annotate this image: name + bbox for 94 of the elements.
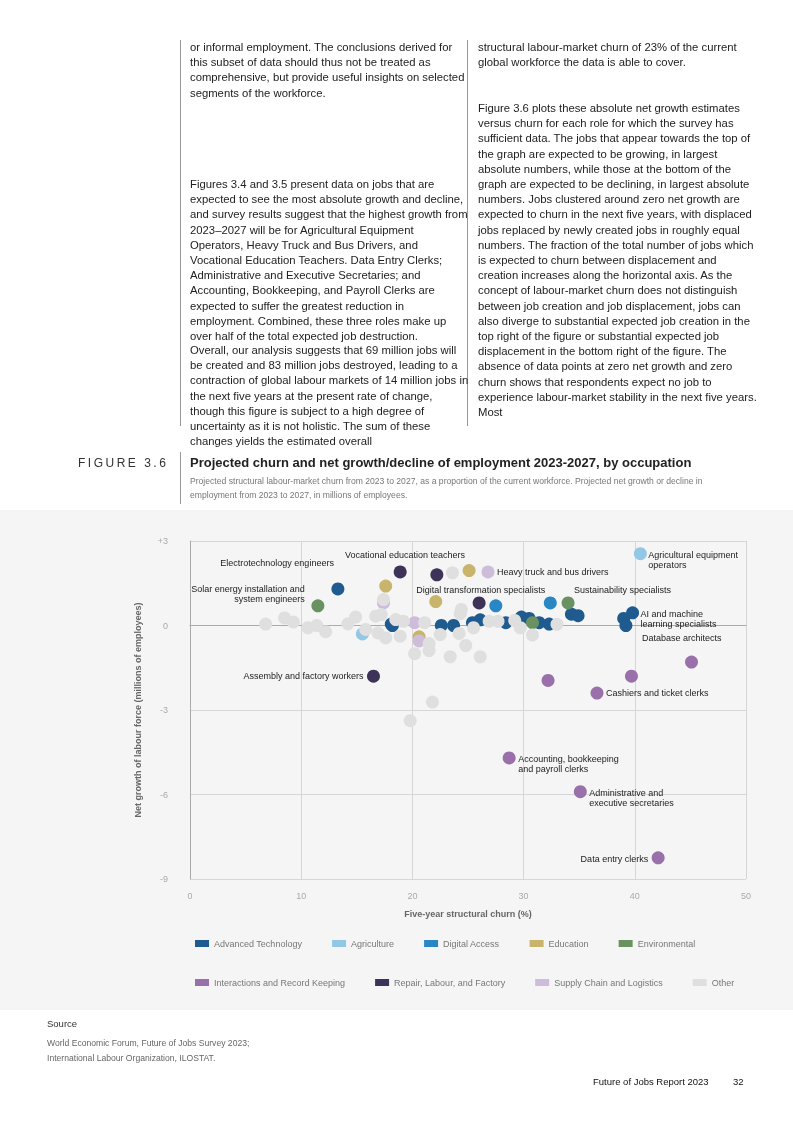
point (403, 714, 417, 728)
x-tick-label: 0 (187, 890, 193, 901)
legend-label: Agriculture (351, 938, 395, 949)
legend-label: Advanced Technology (214, 938, 303, 949)
point (619, 619, 633, 632)
x-tick-label: 20 (407, 890, 418, 901)
legend-label: Repair, Labour, and Factory (394, 977, 506, 988)
point (393, 629, 407, 643)
point (573, 785, 587, 799)
annotation: Sustainability specialists (574, 584, 672, 595)
point (286, 615, 300, 629)
point (626, 606, 640, 620)
point (429, 595, 443, 609)
point (445, 566, 459, 580)
point (430, 568, 444, 582)
point (571, 609, 585, 623)
point (331, 582, 345, 596)
point (452, 626, 466, 640)
x-tick-label: 50 (740, 890, 752, 901)
point (408, 647, 422, 661)
legend-label: Interactions and Record Keeping (214, 977, 346, 988)
point (349, 610, 363, 624)
text: Source (47, 1018, 78, 1029)
point (526, 616, 539, 630)
point (311, 599, 325, 613)
point (481, 565, 495, 579)
x-tick-label: 40 (629, 890, 640, 901)
point (418, 616, 432, 630)
point (366, 669, 380, 683)
annotation: Electrotechnology engineers (220, 557, 335, 568)
text: Future of Jobs Report 2023 (593, 1076, 709, 1087)
annotation: Solar energy installation and system engineers (191, 583, 306, 604)
x-axis-title: Five-year structural churn (%) (404, 908, 532, 919)
text: Figures 3.4 and 3.5 present data on jobs that are expected to see the most absolute growth and decline, and survey results suggest that the highest growth from 2023–2027 will be for Agricultural Equipment Operators, Heavy Truck and Bus Drivers, and Vocational Education Teachers. Data Entry Clerks; Administrative and Executive Secretaries; and Accounting, Bookkeeping, and Payroll Clerks are expected to suffer the greatest reduction in employment. Combined, these three roles make up over half of the total expected job destruction. (190, 178, 468, 343)
point (685, 655, 699, 669)
point (462, 564, 476, 578)
annotation: Accounting, bookkeeping and payroll clerks (518, 753, 619, 774)
annotation: AI and machine learning specialists (640, 608, 718, 629)
point (259, 617, 273, 631)
point (433, 628, 447, 642)
point (467, 621, 481, 635)
point (379, 631, 393, 645)
chart-title: Projected churn and net growth/decline of employment 2023-2027, by occupation (190, 455, 693, 470)
point (526, 628, 539, 642)
point (561, 596, 575, 610)
legend-label: Education (548, 938, 589, 949)
point (359, 622, 373, 636)
point (633, 547, 647, 561)
point (550, 617, 564, 631)
legend-label: Supply Chain and Logistics (554, 977, 664, 988)
annotation: Assembly and factory workers (243, 671, 364, 682)
y-tick-label: +3 (157, 536, 168, 546)
point (624, 669, 638, 683)
x-tick-label: 10 (296, 890, 307, 901)
point (590, 686, 604, 700)
text: World Economic Forum, Future of Jobs Survey 2023; International Labour Organization, ILOSTAT. (47, 1037, 251, 1065)
x-tick-label: 30 (518, 890, 529, 901)
point (541, 673, 555, 687)
point (319, 625, 333, 639)
point (502, 751, 516, 765)
legend-label: Digital Access (443, 938, 500, 949)
legend-label: Environmental (637, 938, 696, 949)
annotation: Heavy truck and bus drivers (497, 566, 610, 577)
annotation: Agricultural equipment operators (648, 549, 739, 570)
point (491, 614, 505, 628)
y-tick-label: -6 (159, 789, 168, 800)
text: Overall, our analysis suggests that 69 million jobs will be created and 83 million jobs destroyed, leading to a contraction of global labour markets of 14 million jobs in the next five years at the present rate of change, though this figure is subject to a high degree of uncertainty as it is not holistic. The sum of these changes yields the estimated overall (190, 343, 470, 450)
caption: FIGURE 3.6 (78, 456, 169, 470)
annotation: Administrative and executive secretaries (589, 787, 675, 808)
text: 32 (733, 1076, 744, 1087)
point (425, 695, 439, 709)
point (508, 613, 522, 627)
annotation: Digital transformation specialists (416, 584, 546, 595)
legend-label: Other (711, 977, 735, 988)
annotation: Cashiers and ticket clerks (605, 688, 710, 699)
y-tick-label: 0 (162, 620, 168, 631)
y-tick-label: -3 (159, 705, 168, 715)
point (651, 851, 665, 865)
point (472, 596, 486, 610)
point (379, 579, 393, 593)
annotation: Database architects (641, 632, 722, 643)
y-tick-label: -9 (159, 874, 168, 884)
chart-subtitle: Projected structural labour-market churn from 2023 to 2027, as a proportion of the current workforce. Projected net growth or decline in employment from 2023 to 2027, in millions of employees. (190, 475, 704, 502)
annotation: Data entry clerks (580, 853, 649, 864)
point (543, 596, 557, 610)
point (397, 614, 410, 628)
text: or informal employment. The conclusions derived for this subset of data should thus not be treated as comprehensive, but provide useful insights on selected segments of the workforce. (190, 40, 466, 101)
point (393, 565, 407, 579)
text: Figure 3.6 plots these absolute net growth estimates versus churn for each role for which the survey has sufficient data. The jobs that appear towards the top of the graph are expected to be growing, in largest absolute numbers, while those at the bottom of the graph are expected to be declining, in largest absolute numbers. Jobs clustered around zero net growth are expected to churn in the next five years, with displaced jobs replaced by newly created jobs in roughly equal numbers. The fraction of the total number of jobs which is expected to churn between displacement and creation increases along the horizontal axis. As the concept of labour-market churn does not distinguish between job creation and job displacement, jobs can also diverge to substantial expected job creation in the top right of the figure or substantial expected job displacement in the bottom right of the figure. The absence of data points at zero net growth and zero churn shows that respondents expect no job to experience labour-market stability in the next five years. Most (478, 102, 757, 419)
y-axis-title: Net growth of labour force (millions of employees) (132, 602, 143, 818)
text: structural labour-market churn of 23% of the current global workforce the data is able to cover. (478, 40, 738, 71)
point (310, 619, 324, 632)
point (489, 599, 503, 613)
annotation: Vocational education teachers (345, 549, 466, 560)
